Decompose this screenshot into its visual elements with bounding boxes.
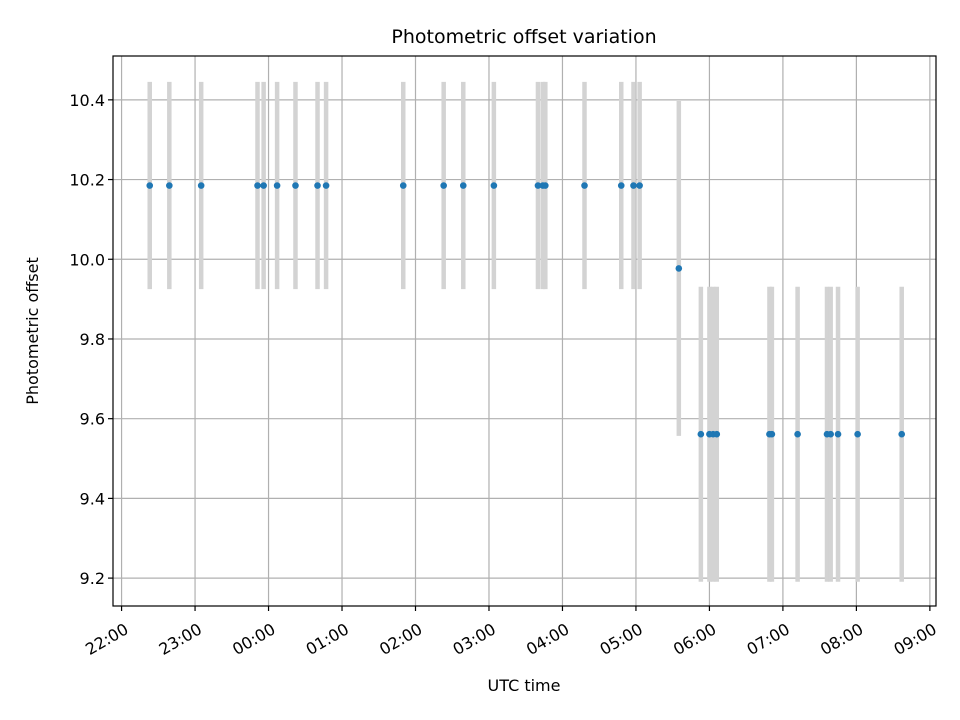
data-point (636, 182, 643, 189)
y-tick-label: 9.4 (80, 489, 105, 508)
data-point (260, 182, 267, 189)
y-tick-label: 10.2 (69, 171, 105, 190)
chart-title: Photometric offset variation (391, 26, 656, 48)
y-tick-label: 9.8 (80, 330, 105, 349)
data-point (146, 182, 154, 189)
data-point (794, 430, 801, 438)
data-point (675, 265, 683, 272)
data-point (834, 430, 842, 438)
y-axis-title: Photometric offset (23, 257, 42, 405)
data-points (146, 182, 906, 438)
data-point (713, 430, 721, 438)
data-point (459, 182, 467, 189)
data-point (490, 182, 498, 189)
x-axis-title: UTC time (488, 676, 561, 695)
y-axis-ticks: 9.2 9.4 9.6 9.8 10.0 10.2 10.4 (69, 91, 113, 588)
data-point (254, 182, 261, 189)
data-point (542, 182, 549, 189)
data-point (322, 182, 330, 189)
data-point (197, 182, 205, 189)
data-point (630, 182, 637, 189)
data-point (399, 182, 407, 189)
data-point (768, 430, 776, 438)
y-tick-label: 9.6 (80, 410, 105, 429)
data-point (166, 182, 173, 189)
data-point (314, 182, 321, 189)
data-point (581, 182, 588, 189)
data-point (440, 182, 447, 189)
data-point (617, 182, 625, 189)
y-tick-label: 10.4 (69, 91, 105, 110)
data-point (534, 182, 542, 189)
y-tick-label: 9.2 (80, 569, 105, 588)
data-point (827, 430, 834, 438)
data-point (292, 182, 299, 189)
plot-frame (112, 55, 937, 607)
data-point (854, 430, 861, 438)
data-point (273, 182, 281, 189)
y-tick-label: 10.0 (69, 250, 105, 269)
data-point (697, 430, 705, 438)
data-point (898, 430, 906, 438)
